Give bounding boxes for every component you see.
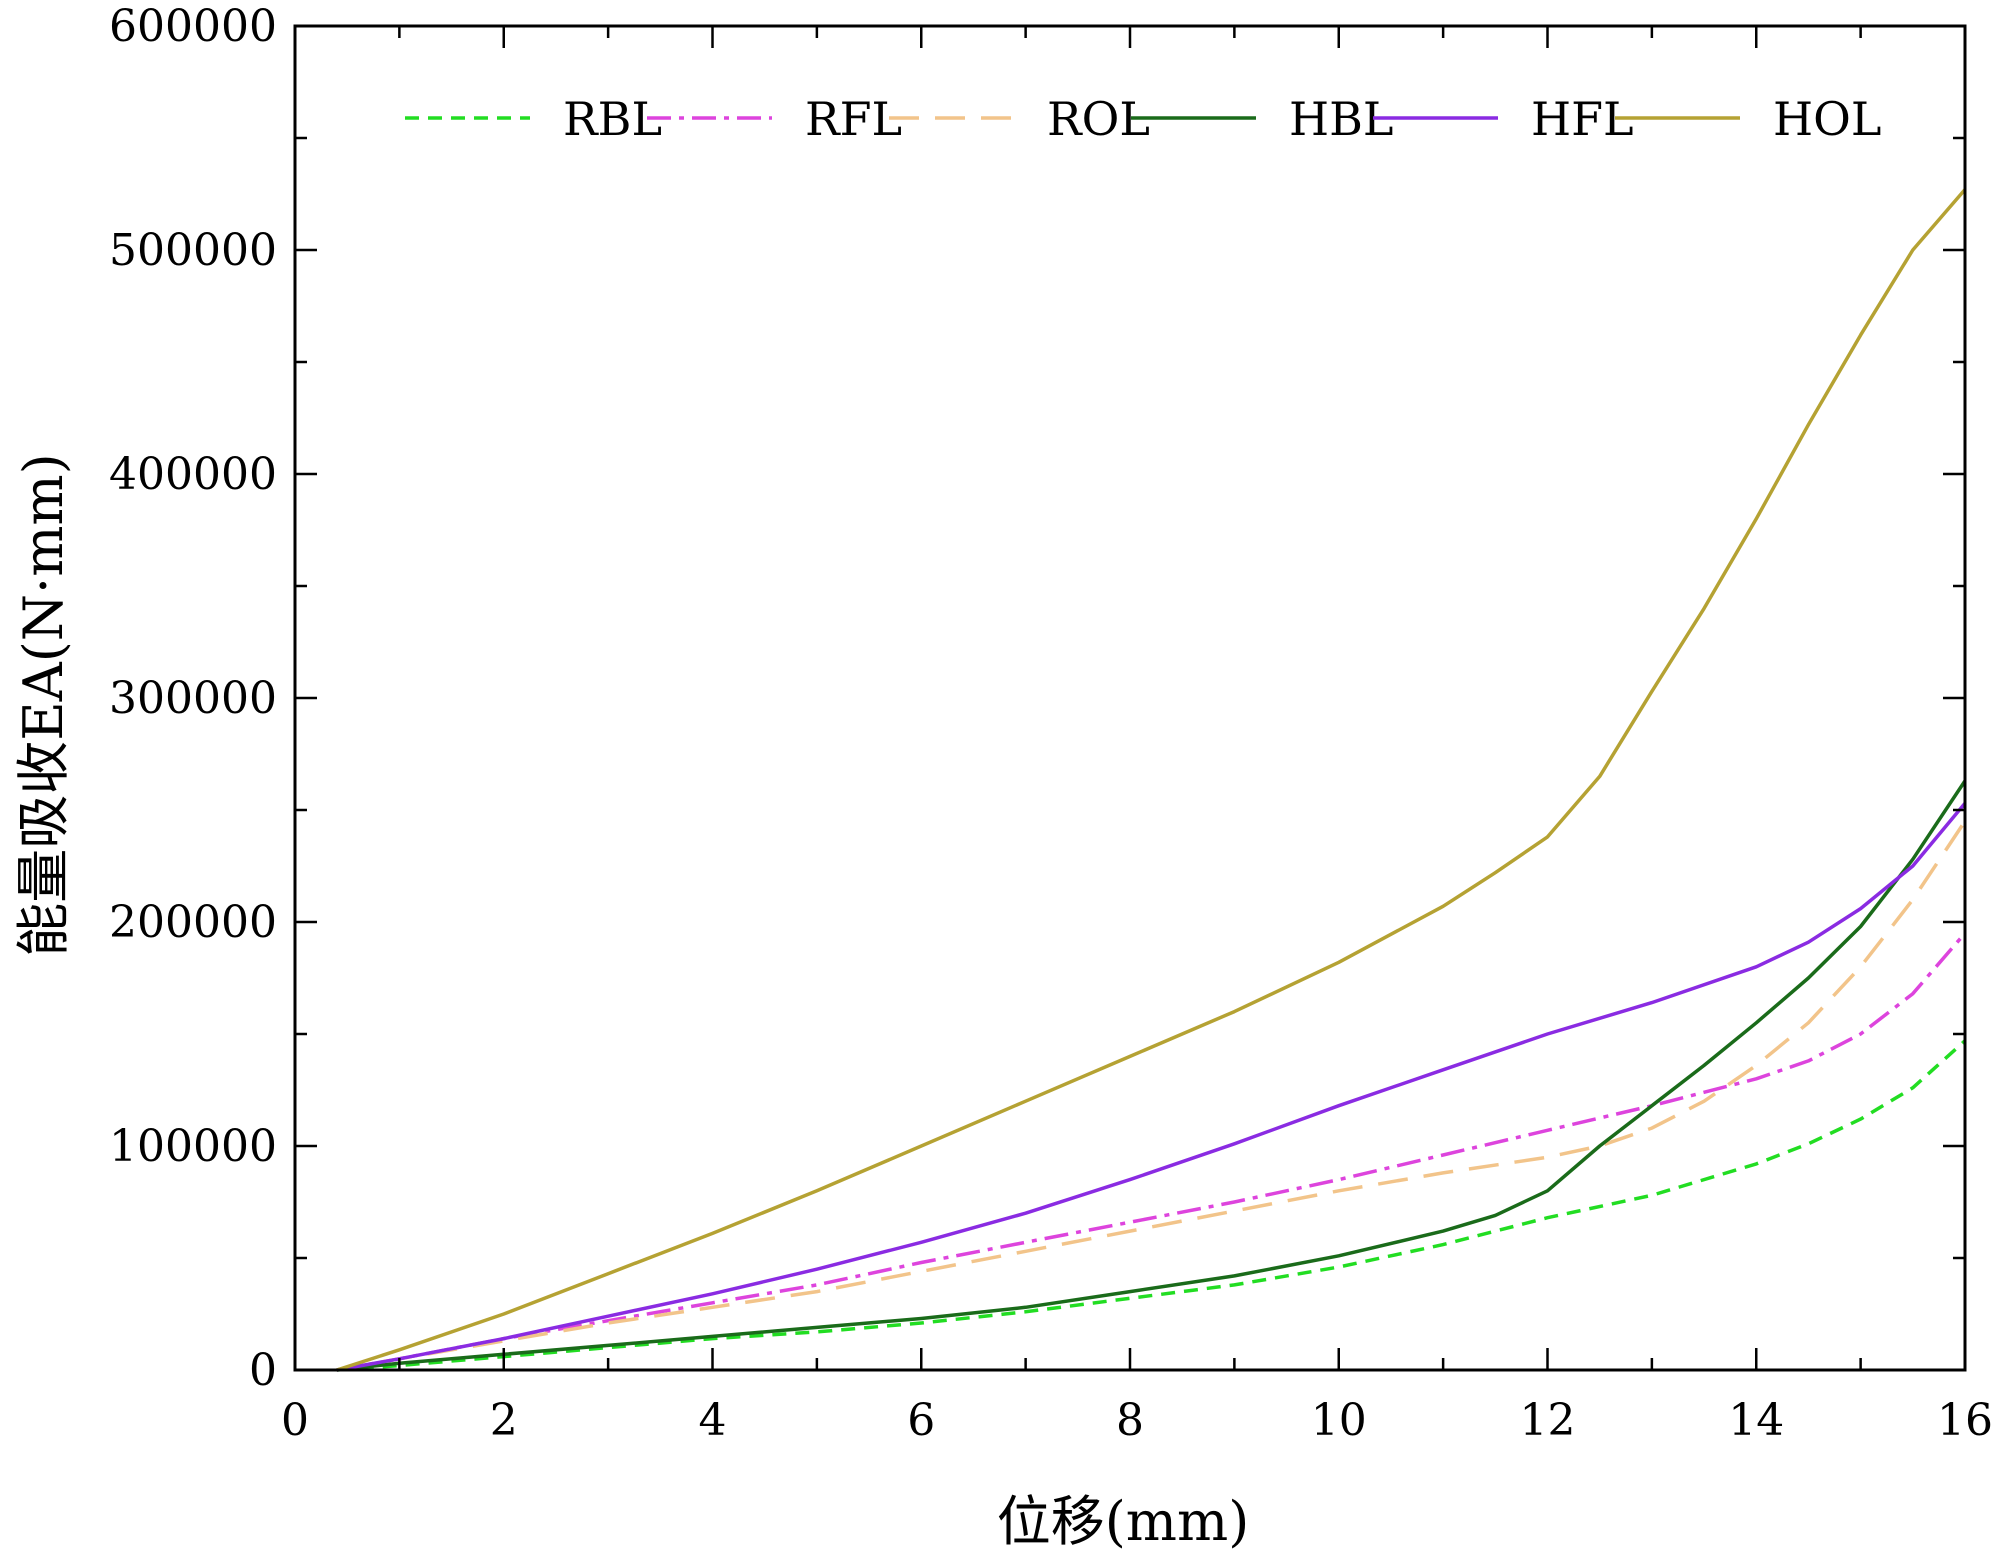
x-tick-label: 16 — [1937, 1395, 1993, 1446]
x-tick-label: 12 — [1520, 1395, 1576, 1446]
legend-item-rbl: RBL — [405, 92, 662, 146]
x-tick-label: 14 — [1728, 1395, 1784, 1446]
legend-label: RFL — [805, 92, 902, 146]
series-line-hbl — [336, 779, 1967, 1372]
legend-item-rol: ROL — [889, 92, 1150, 146]
x-tick-label: 0 — [281, 1395, 309, 1446]
x-tick-label: 10 — [1311, 1395, 1367, 1446]
plot-frame — [293, 24, 1967, 1372]
series-line-hol — [336, 188, 1967, 1372]
x-axis-title: 位移(mm) — [997, 1490, 1250, 1553]
plot-area — [336, 188, 1967, 1372]
legend-label: HOL — [1773, 92, 1881, 146]
series-line-hfl — [336, 802, 1967, 1372]
series-line-rfl — [336, 932, 1967, 1372]
y-tick-label: 100000 — [109, 1121, 277, 1172]
y-tick-label: 300000 — [109, 673, 277, 724]
legend-label: RBL — [563, 92, 662, 146]
y-tick-label: 0 — [249, 1345, 277, 1396]
legend-item-hol: HOL — [1615, 92, 1881, 146]
x-tick-label: 2 — [490, 1395, 518, 1446]
series-line-rbl — [336, 1039, 1967, 1372]
y-tick-label: 200000 — [109, 897, 277, 948]
legend-item-hbl: HBL — [1131, 92, 1393, 146]
y-axis-title: 能量吸收EA(N·mm) — [12, 453, 75, 956]
y-tick-label: 400000 — [109, 449, 277, 500]
legend: RBL RFL ROL HBL HFL HOL — [405, 92, 1881, 146]
x-tick-label: 8 — [1116, 1395, 1144, 1446]
x-tick-label: 6 — [907, 1395, 935, 1446]
legend-item-rfl: RFL — [647, 92, 902, 146]
axes: 0 2 4 6 8 10 12 14 16 0 100000 200000 300000 400000 50… — [109, 1, 1993, 1446]
y-tick-label: 500000 — [109, 225, 277, 276]
legend-item-hfl: HFL — [1373, 92, 1634, 146]
y-tick-label: 600000 — [109, 1, 277, 52]
x-tick-label: 4 — [699, 1395, 727, 1446]
series-line-rol — [336, 820, 1967, 1372]
